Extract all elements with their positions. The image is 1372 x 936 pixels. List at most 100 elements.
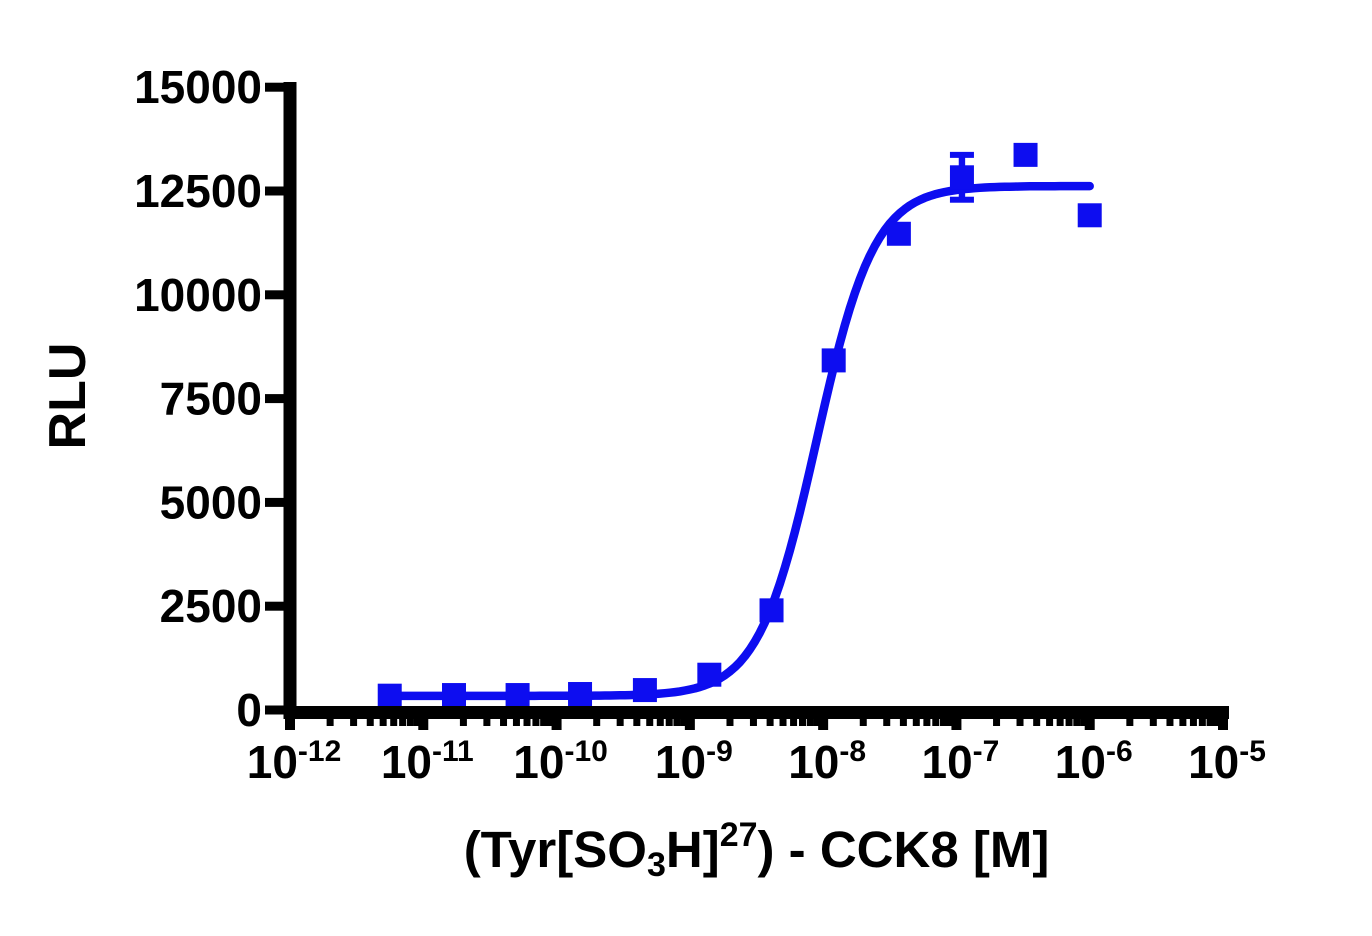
x-minor-tick — [1065, 719, 1073, 726]
x-minor-tick — [1080, 719, 1088, 726]
x-title-subscript: 3 — [646, 846, 666, 884]
x-major-tick — [551, 719, 562, 730]
x-minor-tick — [779, 719, 787, 726]
y-major-tick — [265, 601, 284, 611]
x-minor-tick — [1056, 719, 1064, 726]
y-major-tick — [265, 82, 284, 92]
data-point-marker — [568, 682, 593, 707]
y-major-tick — [265, 497, 284, 507]
x-tick-label: 10-12 — [247, 735, 342, 788]
x-minor-tick — [656, 719, 664, 726]
error-bar-cap-bottom — [949, 196, 974, 203]
x-minor-tick — [899, 719, 907, 726]
x-major-tick — [418, 719, 429, 730]
y-tick-label: 12500 — [134, 165, 262, 217]
x-minor-tick — [859, 719, 867, 726]
x-minor-tick — [1206, 719, 1214, 726]
x-minor-tick — [1179, 719, 1187, 726]
y-major-tick — [265, 186, 284, 196]
y-major-tick — [265, 394, 284, 404]
x-minor-tick — [813, 719, 821, 726]
data-point-marker — [949, 165, 974, 190]
y-axis-line — [283, 82, 297, 719]
x-tick-label: 10-5 — [1188, 735, 1266, 788]
x-tick-label: 10-10 — [513, 735, 608, 788]
y-major-tick — [265, 705, 284, 715]
x-minor-tick — [459, 719, 467, 726]
x-minor-tick — [749, 719, 757, 726]
y-tick-label: 2500 — [160, 580, 262, 632]
x-major-tick — [818, 719, 829, 730]
x-minor-tick — [883, 719, 891, 726]
x-minor-tick — [540, 719, 548, 726]
data-point-marker — [1077, 203, 1102, 228]
data-point-marker — [377, 683, 402, 708]
x-minor-tick — [366, 719, 374, 726]
x-minor-tick — [616, 719, 624, 726]
x-minor-tick — [1166, 719, 1174, 726]
fit-curve — [385, 181, 1094, 701]
x-minor-tick — [665, 719, 673, 726]
x-tick-label: 10-7 — [921, 735, 999, 788]
x-minor-tick — [1189, 719, 1197, 726]
x-title-text-mid: H] — [665, 821, 720, 878]
x-minor-tick — [798, 719, 806, 726]
x-minor-tick — [673, 719, 681, 726]
x-minor-tick — [350, 719, 358, 726]
data-point-marker — [697, 662, 722, 687]
x-minor-tick — [1033, 719, 1041, 726]
data-point-marker — [1013, 142, 1038, 167]
x-axis-title: (Tyr[SO3H]27) - CCK8 [M] — [290, 818, 1223, 882]
x-minor-tick — [532, 719, 540, 726]
data-point-marker — [632, 678, 657, 703]
x-minor-tick — [523, 719, 531, 726]
x-minor-tick — [406, 719, 414, 726]
x-minor-tick — [946, 719, 954, 726]
x-minor-tick — [790, 719, 798, 726]
x-minor-tick — [726, 719, 734, 726]
x-minor-tick — [593, 719, 601, 726]
x-minor-tick — [806, 719, 814, 726]
x-major-tick — [1218, 719, 1228, 730]
x-minor-tick — [326, 719, 334, 726]
x-minor-tick — [1016, 719, 1024, 726]
x-title-text-post: ) - CCK8 [M] — [757, 821, 1050, 878]
x-minor-tick — [1213, 719, 1221, 726]
x-minor-tick — [1046, 719, 1054, 726]
x-tick-label: 10-11 — [381, 735, 474, 788]
data-point-marker — [821, 348, 846, 373]
x-title-superscript: 27 — [719, 816, 758, 854]
y-tick-label: 10000 — [134, 269, 262, 321]
error-bar-cap-top — [949, 151, 974, 158]
x-major-tick — [1084, 719, 1095, 730]
y-tick-label: 7500 — [160, 373, 262, 425]
x-minor-tick — [1149, 719, 1157, 726]
x-minor-tick — [500, 719, 508, 726]
data-point-marker — [759, 598, 784, 623]
x-minor-tick — [1198, 719, 1206, 726]
x-minor-tick — [993, 719, 1001, 726]
x-minor-tick — [766, 719, 774, 726]
x-minor-tick — [923, 719, 931, 726]
y-axis-title: RLU — [39, 342, 97, 450]
x-tick-label: 10-8 — [788, 735, 866, 788]
x-minor-tick — [413, 719, 421, 726]
x-minor-tick — [1073, 719, 1081, 726]
y-tick-label: 0 — [236, 684, 262, 736]
x-minor-tick — [483, 719, 491, 726]
x-minor-tick — [399, 719, 407, 726]
y-tick-label: 5000 — [160, 476, 262, 528]
data-point-marker — [505, 683, 530, 708]
x-tick-label: 10-9 — [655, 735, 733, 788]
x-minor-tick — [379, 719, 387, 726]
x-minor-tick — [390, 719, 398, 726]
x-minor-tick — [633, 719, 641, 726]
x-tick-label: 10-6 — [1055, 735, 1133, 788]
data-point-marker — [442, 683, 467, 708]
y-tick-label: 15000 — [134, 61, 262, 113]
x-major-tick — [285, 719, 295, 730]
x-minor-tick — [912, 719, 920, 726]
x-minor-tick — [680, 719, 688, 726]
x-major-tick — [951, 719, 962, 730]
